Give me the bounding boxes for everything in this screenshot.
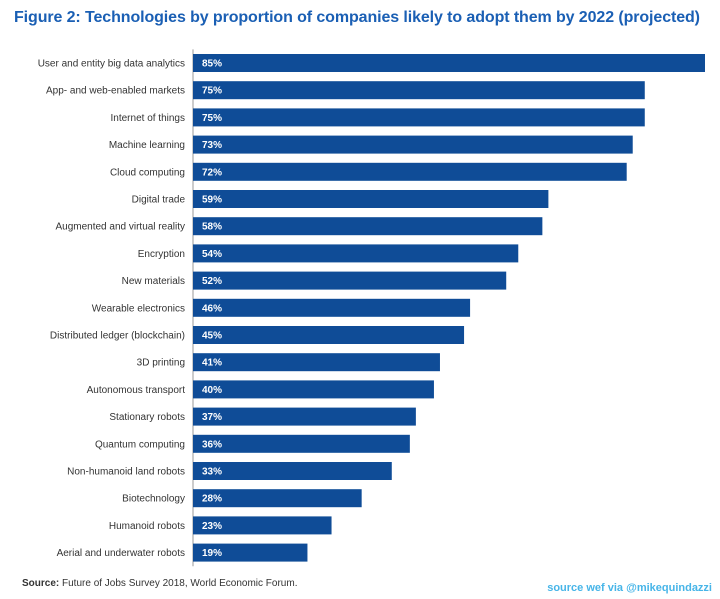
- bar: [193, 353, 440, 372]
- category-label: Machine learning: [109, 140, 185, 151]
- value-label: 54%: [202, 249, 222, 260]
- value-label: 46%: [202, 303, 222, 314]
- bar: [193, 54, 705, 72]
- source-text: Future of Jobs Survey 2018, World Econom…: [59, 578, 298, 589]
- value-label: 41%: [202, 358, 222, 369]
- bar: [193, 326, 465, 344]
- value-label: 75%: [202, 113, 222, 124]
- value-label: 19%: [202, 548, 222, 559]
- category-label: Wearable electronics: [92, 303, 185, 314]
- value-label: 36%: [202, 439, 222, 450]
- value-label: 23%: [202, 521, 222, 532]
- value-label: 73%: [202, 140, 222, 151]
- bar: [193, 489, 362, 508]
- value-label: 45%: [202, 331, 222, 342]
- bar: [193, 190, 549, 208]
- bar: [193, 244, 519, 263]
- bar: [193, 462, 392, 480]
- bar: [193, 135, 633, 154]
- value-label: 40%: [202, 385, 222, 396]
- value-label: 37%: [202, 412, 222, 423]
- category-label: Distributed ledger (blockchain): [50, 331, 185, 342]
- category-label: Internet of things: [111, 113, 186, 124]
- category-label: Non-humanoid land robots: [67, 467, 185, 478]
- value-label: 58%: [202, 222, 222, 233]
- category-label: Aerial and underwater robots: [57, 548, 185, 559]
- category-label: Stationary robots: [109, 412, 185, 423]
- value-label: 33%: [202, 467, 222, 478]
- chart-title: Figure 2: Technologies by proportion of …: [14, 9, 700, 26]
- category-label: Cloud computing: [110, 167, 185, 178]
- bar: [193, 543, 308, 562]
- bar: [193, 162, 627, 181]
- value-label: 85%: [202, 59, 222, 70]
- category-label: Encryption: [138, 249, 185, 260]
- bar: [193, 81, 645, 100]
- category-label: Quantum computing: [95, 439, 185, 450]
- value-label: 59%: [202, 195, 222, 206]
- category-label: Autonomous transport: [87, 385, 186, 396]
- value-label: 52%: [202, 276, 222, 287]
- value-label: 72%: [202, 167, 222, 178]
- source-note: Source: Future of Jobs Survey 2018, Worl…: [22, 578, 297, 589]
- category-label: App- and web-enabled markets: [46, 86, 185, 97]
- category-label: Digital trade: [132, 195, 186, 206]
- category-label: Biotechnology: [122, 494, 185, 505]
- category-label: New materials: [122, 276, 185, 287]
- bar: [193, 516, 332, 535]
- bar: [193, 407, 416, 426]
- bar: [193, 380, 434, 399]
- bar: [193, 271, 507, 290]
- bar: [193, 434, 410, 453]
- bar: [193, 108, 645, 127]
- bar: [193, 298, 471, 317]
- credit-watermark: source wef via @mikequindazzi: [547, 582, 712, 594]
- value-label: 75%: [202, 86, 222, 97]
- category-label: User and entity big data analytics: [38, 59, 185, 70]
- category-label: Humanoid robots: [109, 521, 185, 532]
- category-label: 3D printing: [137, 358, 185, 369]
- category-label: Augmented and virtual reality: [55, 222, 185, 233]
- value-label: 28%: [202, 494, 222, 505]
- source-key: Source:: [22, 578, 60, 589]
- bar: [193, 217, 543, 236]
